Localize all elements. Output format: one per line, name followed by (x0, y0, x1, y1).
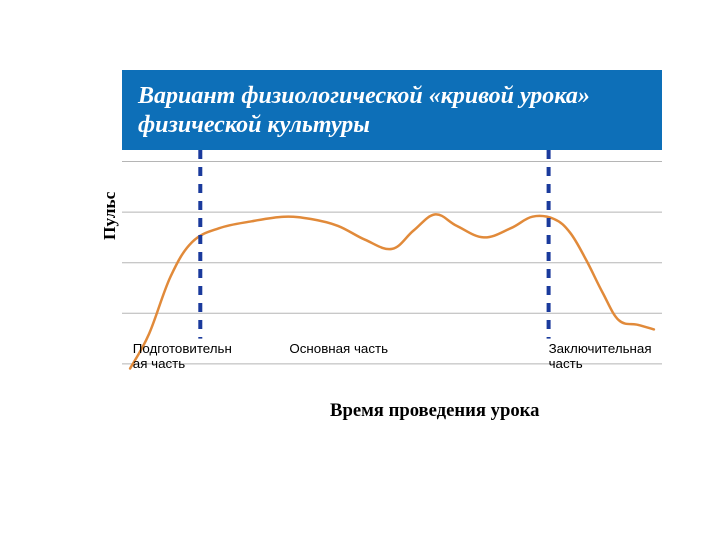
segment-label: Заключительная часть (549, 341, 652, 372)
segment-label-line: Основная часть (289, 341, 388, 356)
segment-label: Подготовительная часть (133, 341, 232, 372)
segment-label: Основная часть (289, 341, 388, 356)
plot-area: Подготовительная часть Основная часть Закл… (122, 150, 662, 380)
x-axis-label: Время проведения урока (330, 400, 539, 422)
segment-label-line: часть (549, 356, 583, 371)
title-bar: Вариант физиологической «кривой урока» ф… (122, 70, 662, 150)
segment-label-line: ая часть (133, 356, 185, 371)
y-axis-label: Пульс (100, 192, 120, 240)
segment-label-line: Заключительная (549, 341, 652, 356)
chart-title: Вариант физиологической «кривой урока» ф… (138, 82, 646, 140)
segment-label-line: Подготовительн (133, 341, 232, 356)
chart-stage: Вариант физиологической «кривой урока» ф… (0, 0, 720, 540)
